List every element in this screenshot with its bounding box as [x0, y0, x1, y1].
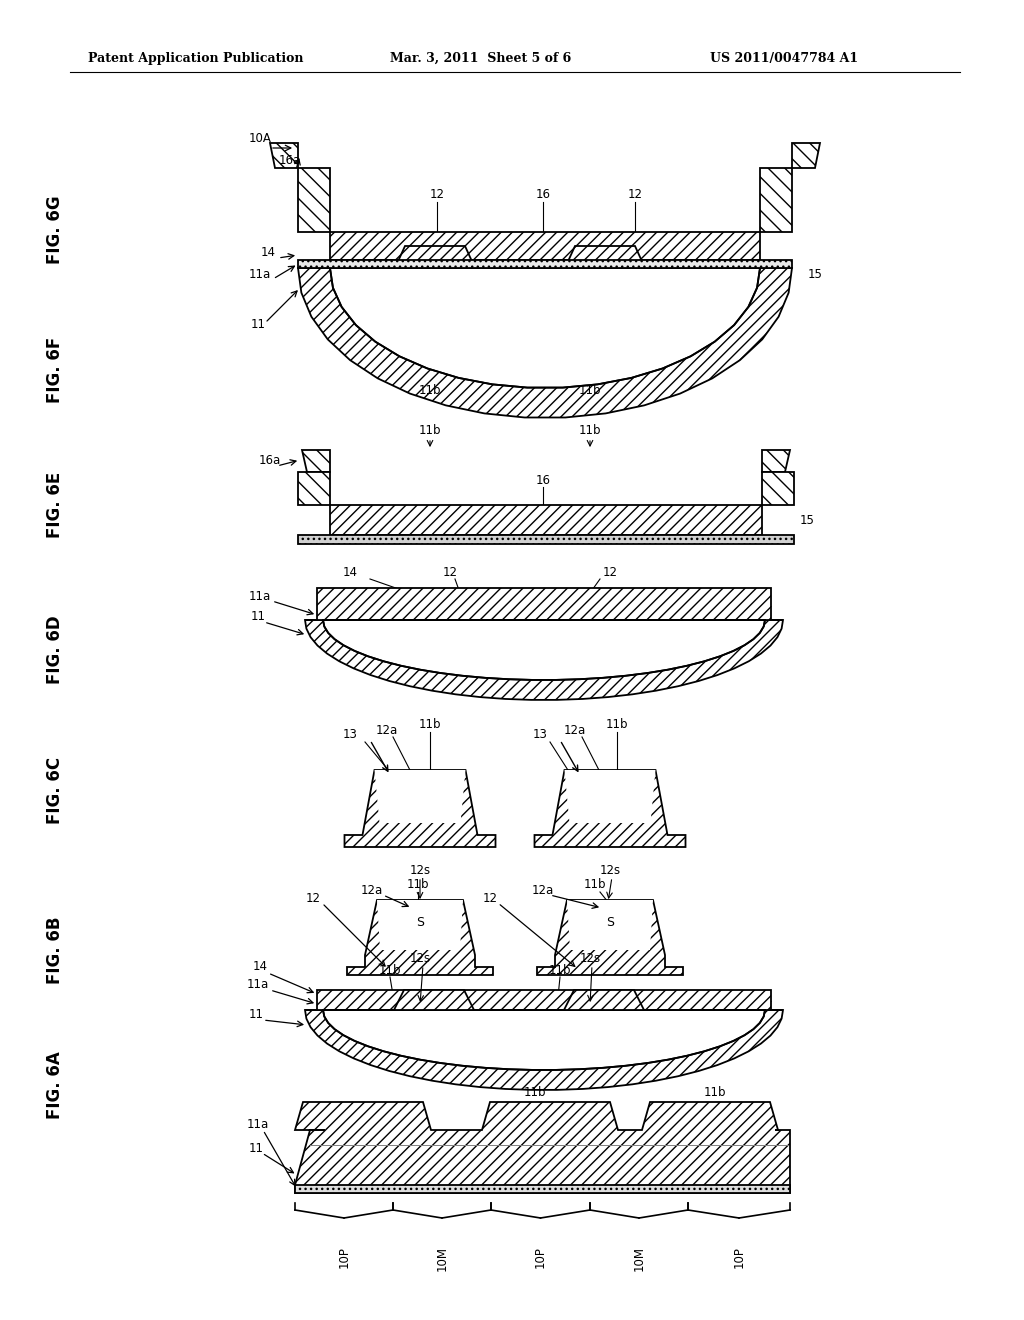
Polygon shape — [330, 506, 762, 535]
Polygon shape — [567, 900, 653, 950]
Text: 11b: 11b — [584, 879, 606, 891]
Polygon shape — [347, 900, 493, 975]
Polygon shape — [298, 535, 794, 544]
Text: 16a: 16a — [279, 153, 301, 166]
Text: 16: 16 — [536, 474, 551, 487]
Text: 10M: 10M — [435, 1246, 449, 1271]
Polygon shape — [298, 168, 330, 232]
Text: 11a: 11a — [249, 268, 271, 281]
Polygon shape — [792, 143, 820, 168]
Text: 11a: 11a — [247, 1118, 269, 1131]
Text: 12a: 12a — [360, 883, 383, 896]
Text: 11: 11 — [249, 1142, 263, 1155]
Text: 12: 12 — [429, 189, 444, 202]
Text: 14: 14 — [342, 565, 357, 578]
Text: 11: 11 — [251, 318, 265, 331]
Text: 13: 13 — [532, 729, 548, 742]
Polygon shape — [760, 168, 792, 232]
Bar — [317, 587, 771, 620]
Polygon shape — [305, 1010, 783, 1090]
Text: 11b: 11b — [407, 879, 429, 891]
Text: 11a: 11a — [249, 590, 271, 602]
Polygon shape — [565, 246, 645, 268]
Text: 11b: 11b — [579, 424, 601, 437]
Text: 10M: 10M — [633, 1246, 645, 1271]
Polygon shape — [377, 900, 463, 950]
Polygon shape — [375, 770, 466, 822]
Text: 14: 14 — [253, 961, 267, 974]
Text: 11b: 11b — [419, 384, 441, 396]
Polygon shape — [295, 1185, 790, 1193]
Text: 15: 15 — [800, 513, 815, 527]
Text: FIG. 6B: FIG. 6B — [46, 916, 63, 983]
Text: 12: 12 — [602, 565, 617, 578]
Text: FIG. 6C: FIG. 6C — [46, 756, 63, 824]
Text: 12a: 12a — [531, 883, 554, 896]
Text: 16a: 16a — [259, 454, 282, 466]
Text: Patent Application Publication: Patent Application Publication — [88, 51, 303, 65]
Text: 16: 16 — [536, 189, 551, 202]
Text: 12a: 12a — [376, 723, 398, 737]
Text: 12: 12 — [442, 565, 458, 578]
Polygon shape — [564, 990, 644, 1010]
Polygon shape — [537, 900, 683, 975]
Text: 12s: 12s — [410, 952, 430, 965]
Text: 11b: 11b — [549, 964, 571, 977]
Text: 10P: 10P — [534, 1246, 547, 1269]
Polygon shape — [394, 990, 474, 1010]
Text: S: S — [606, 916, 614, 928]
Text: FIG. 6E: FIG. 6E — [46, 471, 63, 539]
Text: 12s: 12s — [580, 952, 600, 965]
Text: 11b: 11b — [419, 424, 441, 437]
Bar — [317, 990, 771, 1010]
Text: US 2011/0047784 A1: US 2011/0047784 A1 — [710, 51, 858, 65]
Polygon shape — [295, 1102, 790, 1193]
Text: 11a: 11a — [247, 978, 269, 991]
Text: 15: 15 — [808, 268, 823, 281]
Text: 11b: 11b — [703, 1085, 726, 1098]
Text: 10A: 10A — [249, 132, 271, 144]
Text: FIG. 6G: FIG. 6G — [46, 195, 63, 264]
Polygon shape — [298, 473, 330, 506]
Text: 13: 13 — [343, 729, 357, 742]
Text: FIG. 6F: FIG. 6F — [46, 337, 63, 403]
Text: 12: 12 — [482, 891, 498, 904]
Text: 11: 11 — [249, 1008, 263, 1022]
Polygon shape — [298, 268, 792, 417]
Polygon shape — [302, 450, 330, 473]
Polygon shape — [564, 770, 655, 822]
Text: 12: 12 — [628, 189, 642, 202]
Polygon shape — [270, 143, 298, 168]
Text: FIG. 6A: FIG. 6A — [46, 1051, 63, 1119]
Text: 11b: 11b — [523, 1085, 546, 1098]
Text: 11: 11 — [251, 610, 265, 623]
Polygon shape — [395, 246, 475, 268]
Polygon shape — [762, 450, 790, 473]
Text: Mar. 3, 2011  Sheet 5 of 6: Mar. 3, 2011 Sheet 5 of 6 — [390, 51, 571, 65]
Text: 14: 14 — [260, 246, 275, 259]
Polygon shape — [344, 770, 496, 847]
Text: 12s: 12s — [410, 863, 430, 876]
Polygon shape — [323, 1010, 765, 1071]
Polygon shape — [330, 232, 760, 260]
Polygon shape — [323, 620, 765, 680]
Text: S: S — [416, 916, 424, 928]
Text: 12s: 12s — [599, 863, 621, 876]
Polygon shape — [762, 473, 794, 506]
Text: 10P: 10P — [338, 1246, 350, 1269]
Polygon shape — [305, 620, 783, 700]
Text: FIG. 6D: FIG. 6D — [46, 615, 63, 684]
Polygon shape — [330, 268, 760, 388]
Polygon shape — [298, 260, 792, 268]
Text: 12a: 12a — [564, 723, 586, 737]
Text: 11b: 11b — [379, 964, 401, 977]
Text: 12: 12 — [305, 891, 321, 904]
Text: 11b: 11b — [579, 384, 601, 396]
Text: 11b: 11b — [419, 718, 441, 731]
Text: 11b: 11b — [606, 718, 629, 731]
Text: 10P: 10P — [732, 1246, 745, 1269]
Polygon shape — [535, 770, 685, 847]
